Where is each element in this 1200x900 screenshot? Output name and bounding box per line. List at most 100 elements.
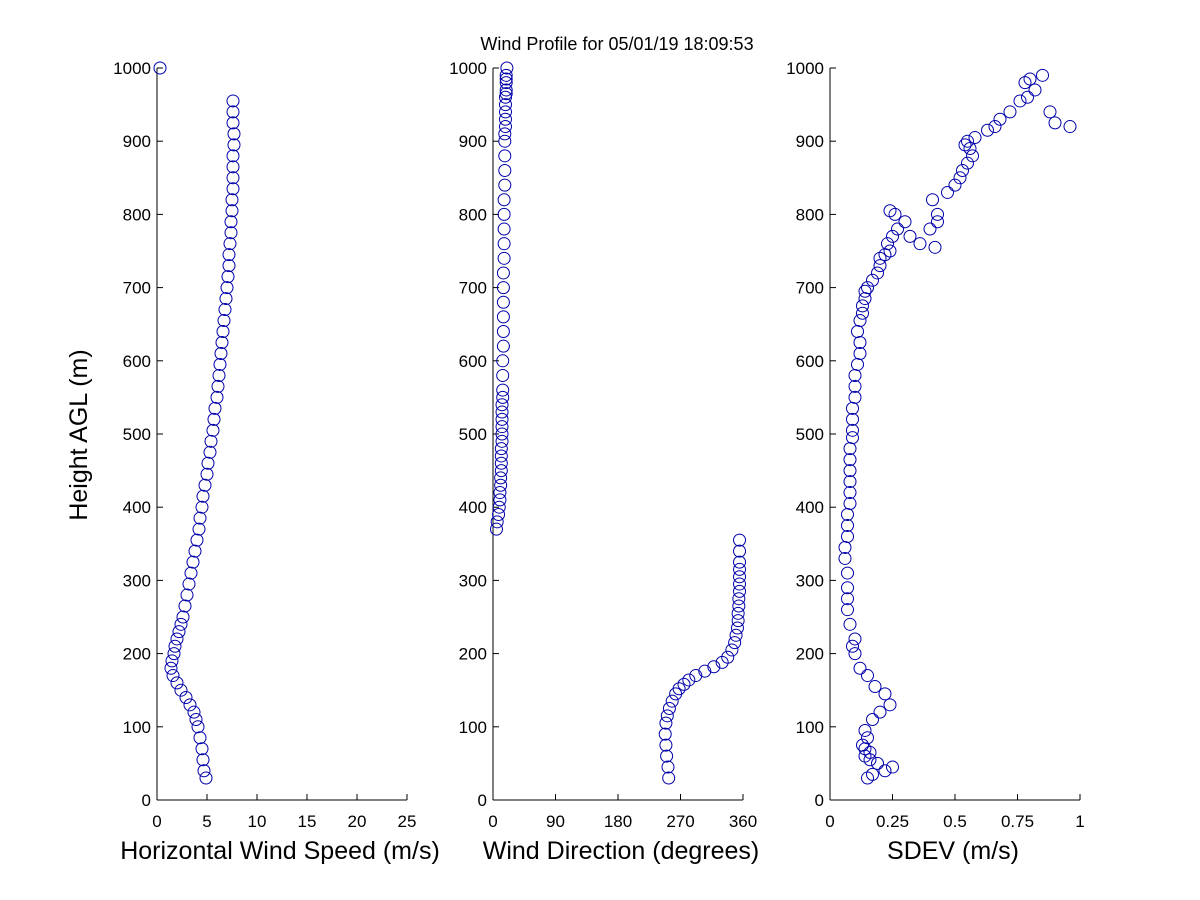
sdev-point bbox=[848, 390, 862, 404]
direction-point bbox=[733, 577, 747, 591]
direction-point bbox=[493, 493, 507, 507]
speed-point bbox=[224, 226, 238, 240]
sdev-point bbox=[1013, 94, 1027, 108]
direction-point bbox=[662, 702, 676, 715]
direction-point bbox=[733, 533, 747, 547]
speed-point bbox=[226, 160, 240, 174]
sdev-ytick-label: 0 bbox=[815, 791, 824, 810]
direction-point bbox=[729, 628, 743, 642]
speed-ytick-label: 800 bbox=[123, 205, 151, 224]
speed-point bbox=[226, 116, 240, 130]
sdev-point bbox=[846, 431, 859, 445]
direction-point bbox=[497, 251, 511, 265]
sdev-point bbox=[958, 138, 972, 152]
direction-point bbox=[496, 281, 510, 295]
speed-point bbox=[212, 368, 226, 382]
direction-point bbox=[499, 68, 513, 82]
speed-point bbox=[174, 683, 188, 697]
direction-point bbox=[497, 222, 511, 236]
direction-point bbox=[732, 592, 746, 606]
sdev-ytick-label: 1000 bbox=[786, 59, 824, 78]
speed-point bbox=[220, 281, 234, 295]
direction-point bbox=[495, 412, 509, 426]
sdev-point bbox=[1048, 116, 1062, 130]
sdev-ytick-label: 800 bbox=[796, 205, 824, 224]
direction-point bbox=[731, 606, 745, 620]
sdev-point bbox=[923, 222, 937, 236]
sdev-point bbox=[858, 723, 872, 737]
sdev-point bbox=[883, 698, 897, 712]
direction-point bbox=[500, 61, 514, 75]
direction-ytick-label: 800 bbox=[459, 205, 487, 224]
sdev-point bbox=[1036, 68, 1049, 82]
sdev-point bbox=[851, 325, 864, 339]
sdev-point bbox=[843, 497, 857, 511]
sdev-point bbox=[838, 551, 852, 565]
direction-point bbox=[499, 112, 512, 126]
speed-point bbox=[207, 412, 221, 426]
direction-point bbox=[489, 522, 503, 536]
speed-ytick-label: 400 bbox=[123, 498, 151, 517]
sdev-point bbox=[956, 163, 969, 177]
sdev-point bbox=[981, 123, 994, 137]
speed-point bbox=[170, 632, 184, 646]
direction-point bbox=[733, 570, 747, 584]
direction-point bbox=[492, 508, 506, 522]
sdev-point bbox=[838, 540, 852, 554]
direction-point bbox=[497, 237, 511, 251]
sdev-xlabel: SDEV (m/s) bbox=[887, 837, 1019, 865]
direction-point bbox=[496, 383, 510, 397]
speed-point bbox=[180, 588, 194, 602]
sdev-ytick-label: 200 bbox=[796, 645, 824, 664]
sdev-point bbox=[843, 475, 857, 489]
sdev-point bbox=[846, 412, 859, 426]
speed-ytick-label: 300 bbox=[123, 571, 151, 590]
sdev-point bbox=[961, 156, 974, 170]
sdev-point bbox=[848, 368, 862, 382]
speed-point bbox=[196, 489, 210, 503]
speed-point bbox=[168, 639, 182, 653]
sdev-point bbox=[913, 237, 927, 251]
speed-panel: Height AGL (m) Horizontal Wind Speed (m/… bbox=[65, 59, 440, 865]
sdev-point bbox=[878, 687, 892, 701]
speed-point bbox=[196, 753, 210, 767]
direction-point bbox=[496, 325, 510, 339]
sdev-point bbox=[866, 273, 879, 287]
speed-point bbox=[172, 625, 186, 639]
direction-point bbox=[496, 295, 510, 309]
speed-point bbox=[226, 171, 240, 185]
direction-point bbox=[494, 456, 508, 470]
figure-title: Wind Profile for 05/01/19 18:09:53 bbox=[480, 34, 753, 54]
sdev-point bbox=[878, 764, 892, 778]
speed-point bbox=[184, 566, 198, 580]
direction-point bbox=[733, 544, 747, 558]
direction-point bbox=[733, 562, 747, 576]
direction-ytick-label: 200 bbox=[459, 645, 487, 664]
sdev-point bbox=[843, 617, 857, 631]
sdev-point bbox=[1023, 72, 1037, 86]
direction-point bbox=[698, 664, 712, 678]
direction-point bbox=[496, 368, 510, 382]
speed-point bbox=[221, 270, 235, 284]
speed-point bbox=[179, 691, 193, 705]
speed-point bbox=[204, 434, 218, 448]
speed-point bbox=[225, 204, 239, 218]
direction-point bbox=[495, 434, 509, 448]
speed-point bbox=[210, 390, 224, 404]
sdev-point bbox=[851, 357, 864, 371]
sdev-point bbox=[841, 603, 854, 617]
speed-point bbox=[165, 654, 179, 668]
speed-point bbox=[226, 94, 240, 108]
sdev-point bbox=[843, 453, 857, 467]
direction-ytick-label: 400 bbox=[459, 498, 487, 517]
speed-point bbox=[201, 456, 215, 470]
speed-point bbox=[193, 511, 207, 525]
speed-point bbox=[178, 599, 192, 613]
sdev-xtick-label: 0 bbox=[825, 812, 834, 831]
sdev-point bbox=[866, 767, 879, 781]
speed-point bbox=[224, 215, 238, 229]
speed-ytick-label: 200 bbox=[123, 645, 151, 664]
speed-xtick-label: 5 bbox=[202, 812, 211, 831]
speed-point bbox=[223, 237, 237, 251]
direction-point bbox=[494, 478, 508, 492]
